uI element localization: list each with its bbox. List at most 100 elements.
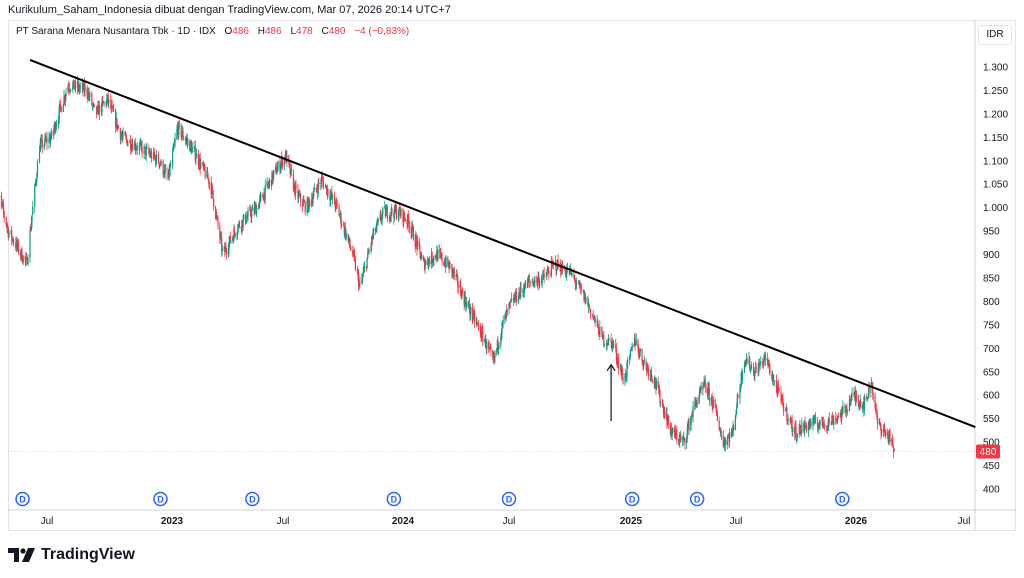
candle <box>144 146 147 160</box>
candle-body <box>272 173 274 181</box>
candle <box>87 87 90 102</box>
dividend-marker[interactable]: D <box>501 491 517 507</box>
candle-body <box>313 187 315 192</box>
dividend-marker[interactable]: D <box>835 491 850 507</box>
candle <box>180 123 182 141</box>
candle-body <box>202 163 204 168</box>
candle <box>259 191 261 204</box>
candle <box>20 248 22 261</box>
candle-body <box>753 375 755 377</box>
candle-body <box>51 131 53 136</box>
candle <box>221 231 223 258</box>
candle <box>197 149 199 170</box>
candle <box>777 380 779 399</box>
candle <box>608 338 610 341</box>
candle-body <box>125 136 128 140</box>
candle <box>3 209 5 223</box>
candle-body <box>262 195 264 198</box>
candle-body <box>460 284 462 295</box>
candle-body <box>704 380 706 389</box>
candle <box>125 134 128 143</box>
candle-body <box>461 290 463 299</box>
dividend-icon <box>245 491 260 507</box>
candle <box>2 199 4 210</box>
candle-body <box>197 153 199 165</box>
candle-body <box>476 322 479 325</box>
candle-body <box>45 137 47 141</box>
candle-body <box>34 182 37 185</box>
candle <box>212 190 214 200</box>
candle-body <box>739 386 742 389</box>
candle <box>154 155 156 159</box>
candle <box>517 294 519 305</box>
candle-body <box>225 247 227 252</box>
candle-body <box>647 368 650 376</box>
candle-body <box>613 344 615 345</box>
candle-body <box>884 428 886 432</box>
dividend-icon <box>15 491 30 507</box>
candle-body <box>625 375 627 378</box>
candle <box>268 178 270 190</box>
candle-body <box>448 262 451 270</box>
candle-body <box>846 409 849 412</box>
x-tick-label: 2025 <box>620 516 643 527</box>
candle-body <box>368 250 370 253</box>
candle <box>262 196 264 201</box>
dividend-marker[interactable]: D <box>245 491 260 507</box>
candle <box>86 85 88 100</box>
candle-body <box>168 169 170 179</box>
candle-body <box>781 395 783 399</box>
candle-body <box>60 106 62 112</box>
candle-body <box>861 405 864 408</box>
candle-body <box>361 275 364 279</box>
candle-body <box>591 315 594 317</box>
candle-body <box>158 162 160 166</box>
dividend-marker[interactable]: D <box>386 491 402 507</box>
candle-body <box>790 419 793 423</box>
candle <box>11 226 13 246</box>
candle-body <box>302 200 304 207</box>
candle <box>758 358 761 368</box>
dividend-marker[interactable]: D <box>624 491 640 507</box>
candle-body <box>135 148 137 150</box>
candle-body <box>611 340 614 349</box>
candle <box>739 383 741 405</box>
candle-body <box>686 438 688 444</box>
symbol-title[interactable]: PT Sarana Menara Nusantara Tbk · 1D · ID… <box>16 26 216 37</box>
candle <box>301 199 304 212</box>
last-price-label: 480 <box>980 447 997 458</box>
candle-body <box>224 247 226 252</box>
dividend-marker[interactable]: D <box>153 491 168 507</box>
candle <box>792 426 794 438</box>
dividend-marker[interactable]: D <box>689 491 705 507</box>
candle <box>822 416 824 430</box>
currency-button[interactable]: IDR <box>978 25 1012 45</box>
candle-body <box>822 416 824 422</box>
candle <box>762 357 764 369</box>
candle <box>749 356 751 372</box>
candle-body <box>281 157 283 163</box>
candle-body <box>160 160 162 165</box>
candle-body <box>386 207 388 210</box>
candle <box>39 137 41 153</box>
candle <box>65 87 67 102</box>
candle-body <box>358 282 360 288</box>
candle <box>232 235 234 244</box>
candle-body <box>26 257 28 259</box>
candle-body <box>371 236 373 239</box>
candle <box>135 143 137 155</box>
candle <box>178 121 180 140</box>
candle-body <box>82 83 84 91</box>
candle <box>36 159 39 178</box>
candle-body <box>851 392 853 395</box>
candle-body <box>654 378 656 386</box>
candle-body <box>111 105 113 107</box>
tradingview-logo[interactable]: TradingView <box>8 546 135 564</box>
candle <box>227 244 230 259</box>
dividend-marker[interactable]: D <box>15 491 30 507</box>
candle-body <box>234 233 236 236</box>
candle-body <box>112 110 115 112</box>
candle <box>343 222 345 238</box>
y-tick-label: 600 <box>983 391 1000 402</box>
